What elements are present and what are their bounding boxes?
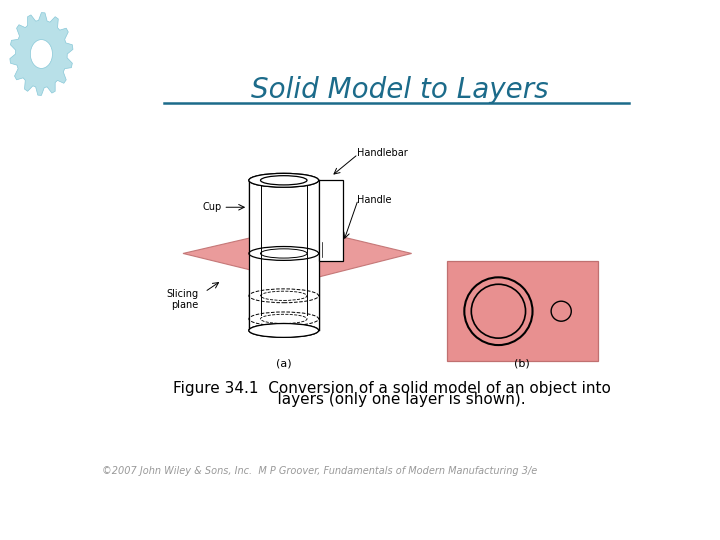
Text: Cup: Cup <box>202 202 222 212</box>
Text: Handle: Handle <box>357 194 392 205</box>
Text: layers (only one layer is shown).: layers (only one layer is shown). <box>258 392 526 407</box>
Bar <box>249 180 319 330</box>
Text: Solid Model to Layers: Solid Model to Layers <box>251 76 549 104</box>
Text: Figure 34.1  Conversion of a solid model of an object into: Figure 34.1 Conversion of a solid model … <box>174 381 611 396</box>
Ellipse shape <box>261 176 307 185</box>
Ellipse shape <box>249 323 319 338</box>
Text: Handlebar: Handlebar <box>357 148 408 158</box>
Polygon shape <box>10 12 73 96</box>
Bar <box>319 180 343 261</box>
Text: (a): (a) <box>276 359 292 369</box>
Text: ©2007 John Wiley & Sons, Inc.  M P Groover, Fundamentals of Modern Manufacturing: ©2007 John Wiley & Sons, Inc. M P Groove… <box>102 467 537 476</box>
Text: (b): (b) <box>514 359 529 369</box>
Bar <box>446 261 598 361</box>
Ellipse shape <box>249 173 319 187</box>
Ellipse shape <box>249 323 319 338</box>
Circle shape <box>30 39 53 69</box>
Text: Slicing
plane: Slicing plane <box>166 289 199 310</box>
Ellipse shape <box>249 173 319 187</box>
Polygon shape <box>183 226 412 282</box>
Ellipse shape <box>261 176 307 185</box>
